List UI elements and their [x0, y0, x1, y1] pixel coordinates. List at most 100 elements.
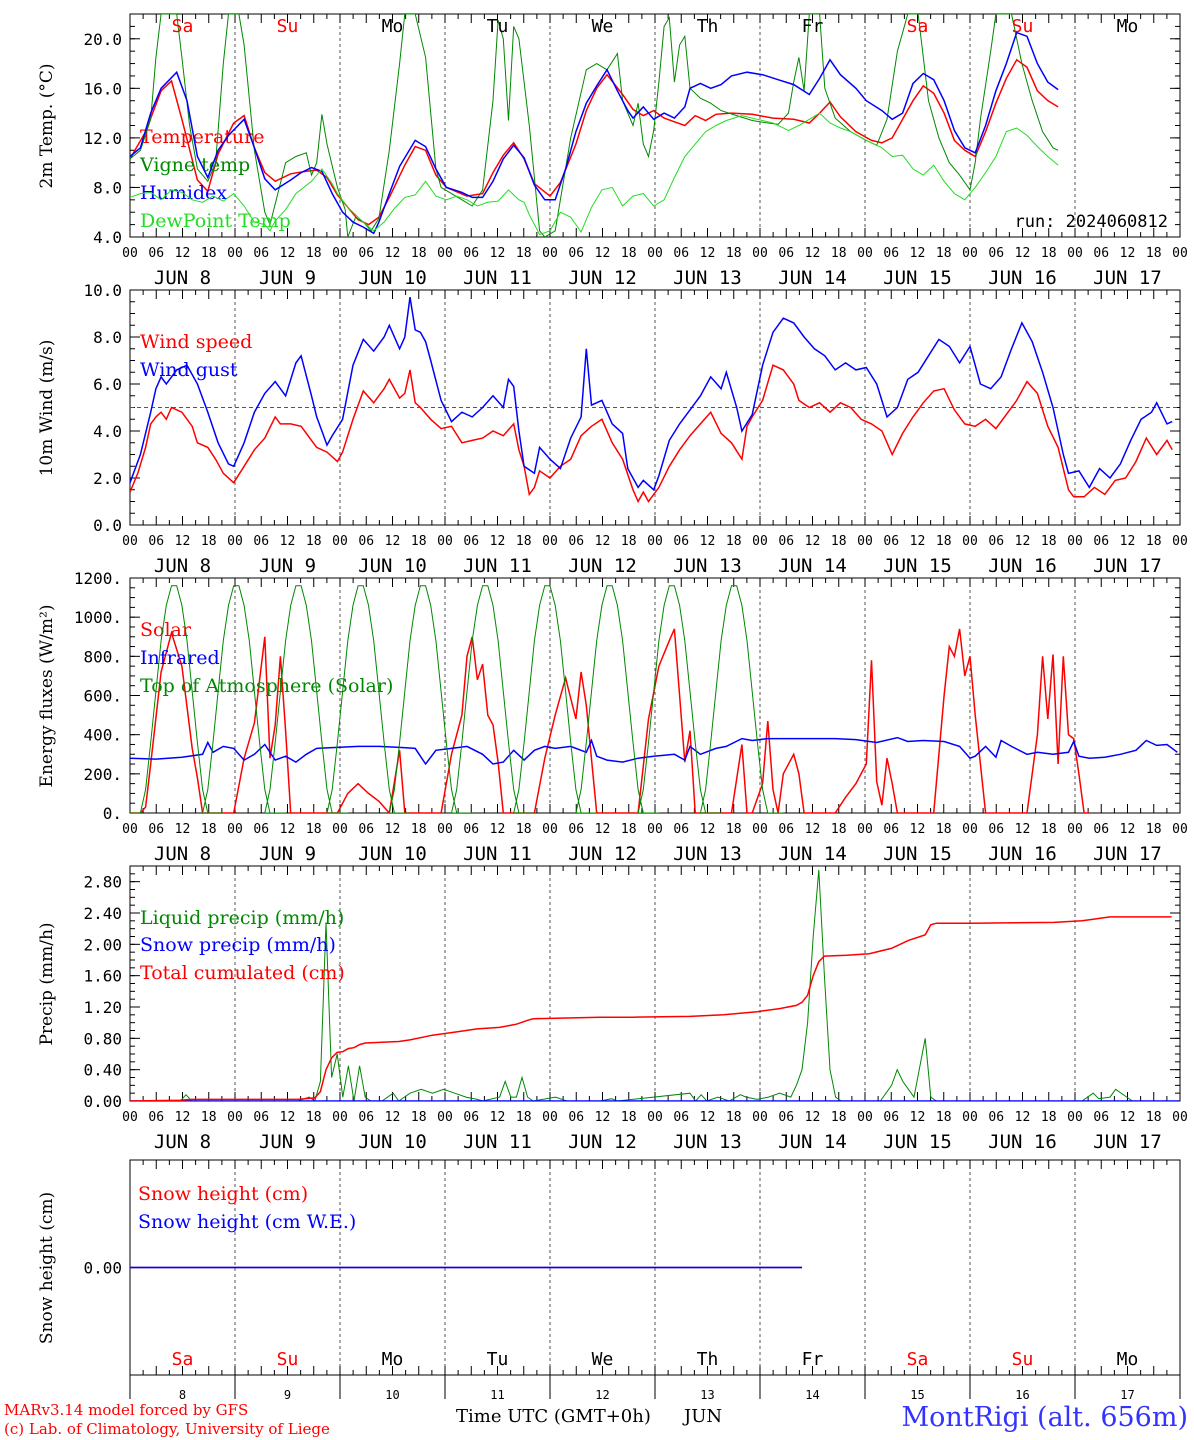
- hour-label: 18: [411, 246, 427, 261]
- y-tick-label: 2.40: [83, 904, 122, 923]
- hour-label: 12: [490, 534, 506, 549]
- date-label: JUN 14: [778, 555, 847, 577]
- hour-label: 00: [1172, 534, 1188, 549]
- y-tick-label: 8.0: [93, 328, 122, 347]
- date-label: JUN 8: [154, 1131, 211, 1153]
- series-line: [130, 58, 1059, 226]
- hour-label: 18: [726, 1110, 742, 1125]
- hour-label: 00: [437, 822, 453, 837]
- y-tick-label: 4.0: [93, 228, 122, 247]
- hour-label: 12: [805, 246, 821, 261]
- hour-label: 06: [253, 534, 269, 549]
- y-axis-label: Precip (mm/h): [37, 922, 57, 1045]
- hour-label: 06: [148, 534, 164, 549]
- date-label: JUN 9: [259, 555, 316, 577]
- hour-label: 06: [988, 246, 1004, 261]
- hour-label: 00: [122, 534, 138, 549]
- hour-label: 06: [568, 246, 584, 261]
- legend-entry: Snow height (cm): [138, 1183, 308, 1205]
- day-number-label: 15: [910, 1388, 924, 1402]
- hour-label: 12: [280, 246, 296, 261]
- hour-label: 18: [306, 246, 322, 261]
- hour-label: 06: [1093, 822, 1109, 837]
- hour-label: 06: [883, 822, 899, 837]
- hour-label: 18: [726, 246, 742, 261]
- hour-label: 06: [358, 822, 374, 837]
- legend-entry: Humidex: [140, 182, 227, 204]
- hour-label: 06: [988, 1110, 1004, 1125]
- day-of-week-label: Mo: [382, 16, 404, 37]
- day-of-week-label: Mo: [382, 1349, 404, 1370]
- hour-label: 18: [516, 1110, 532, 1125]
- legend-entry: DewPoint Temp: [140, 210, 291, 232]
- hour-label: 00: [1172, 1110, 1188, 1125]
- day-of-week-label: Sa: [907, 16, 929, 37]
- hour-label: 18: [306, 822, 322, 837]
- hour-label: 18: [411, 1110, 427, 1125]
- y-tick-label: 0.40: [83, 1061, 122, 1080]
- series-line: [130, 628, 1090, 813]
- hour-label: 06: [673, 246, 689, 261]
- date-label: JUN 15: [883, 555, 952, 577]
- hour-label: 06: [673, 1110, 689, 1125]
- day-number-label: 17: [1120, 1388, 1134, 1402]
- day-of-week-label: Sa: [172, 1349, 194, 1370]
- hour-label: 12: [595, 246, 611, 261]
- date-label: JUN 11: [463, 1131, 532, 1153]
- date-label: JUN 12: [568, 843, 637, 865]
- hour-label: 12: [595, 534, 611, 549]
- hour-label: 12: [490, 246, 506, 261]
- date-label: JUN 11: [463, 267, 532, 289]
- y-tick-label: 12.0: [83, 129, 122, 148]
- hour-label: 12: [595, 822, 611, 837]
- hour-label: 18: [936, 822, 952, 837]
- hour-label: 06: [883, 1110, 899, 1125]
- y-tick-label: 2.0: [93, 469, 122, 488]
- hour-label: 00: [542, 534, 558, 549]
- hour-label: 00: [542, 822, 558, 837]
- y-tick-label: 16.0: [83, 79, 122, 98]
- date-label: JUN 9: [259, 843, 316, 865]
- hour-label: 12: [805, 534, 821, 549]
- y-tick-label: 200.: [83, 765, 122, 784]
- day-number-label: 10: [385, 1388, 399, 1402]
- hour-label: 12: [700, 1110, 716, 1125]
- series-line: [130, 736, 1178, 766]
- y-tick-label: 800.: [83, 647, 122, 666]
- hour-label: 12: [280, 822, 296, 837]
- date-label: JUN 16: [988, 267, 1057, 289]
- y-tick-label: 0.00: [83, 1259, 122, 1278]
- y-tick-label: 0.0: [93, 516, 122, 535]
- hour-label: 00: [227, 1110, 243, 1125]
- date-label: JUN 8: [154, 267, 211, 289]
- hour-label: 12: [700, 822, 716, 837]
- y-tick-label: 1.20: [83, 998, 122, 1017]
- hour-label: 00: [962, 822, 978, 837]
- hour-label: 00: [122, 246, 138, 261]
- hour-label: 00: [857, 1110, 873, 1125]
- hour-label: 18: [1041, 822, 1057, 837]
- plot-frame: [129, 13, 1181, 238]
- hour-label: 00: [647, 822, 663, 837]
- date-label: JUN 15: [883, 1131, 952, 1153]
- hour-label: 12: [175, 534, 191, 549]
- day-number-label: 13: [700, 1388, 714, 1402]
- hour-label: 18: [726, 534, 742, 549]
- hour-label: 18: [1041, 1110, 1057, 1125]
- hour-label: 00: [962, 534, 978, 549]
- hour-label: 18: [201, 246, 217, 261]
- hour-label: 00: [332, 534, 348, 549]
- hour-label: 00: [1172, 246, 1188, 261]
- hour-label: 12: [385, 246, 401, 261]
- day-of-week-label: Tu: [487, 16, 509, 37]
- hour-label: 18: [1041, 534, 1057, 549]
- hour-label: 18: [621, 534, 637, 549]
- hour-label: 12: [385, 1110, 401, 1125]
- series-line: [130, 364, 1173, 504]
- legend-entry: Liquid precip (mm/h): [140, 907, 344, 929]
- date-label: JUN 8: [154, 843, 211, 865]
- hour-label: 06: [778, 1110, 794, 1125]
- hour-label: 18: [936, 534, 952, 549]
- hour-label: 12: [1015, 822, 1031, 837]
- y-axis-label: 10m Wind (m/s): [37, 340, 57, 477]
